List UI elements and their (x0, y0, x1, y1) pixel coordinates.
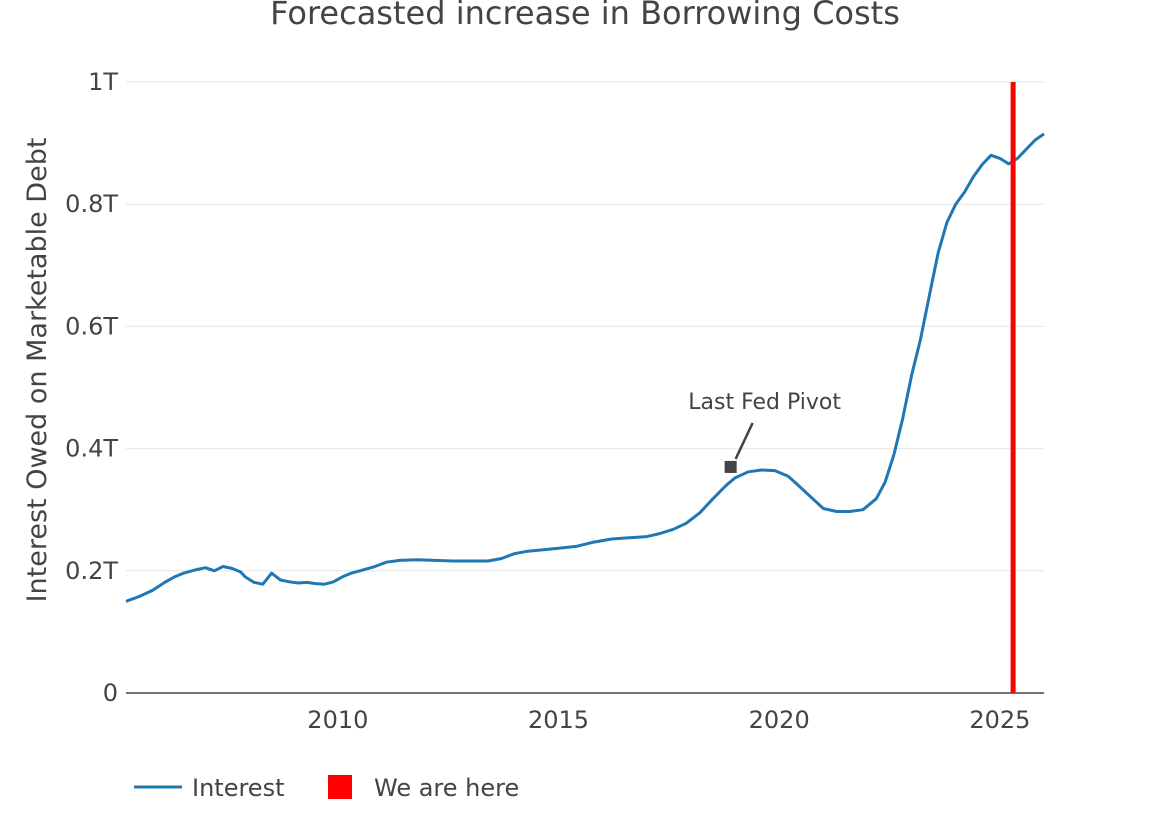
x-tick-label: 2010 (307, 706, 368, 734)
x-tick-label: 2015 (528, 706, 589, 734)
legend: Interest We are here (134, 774, 519, 802)
y-axis: 0 0.2T 0.4T 0.6T 0.8T 1T (65, 68, 118, 707)
y-tick-label: 0.2T (65, 557, 118, 585)
annotation-label: Last Fed Pivot (688, 390, 841, 415)
annotation-marker (724, 460, 737, 473)
annotation-arrow (734, 422, 754, 460)
y-tick-label: 0.4T (65, 435, 118, 463)
x-axis: 2010 2015 2020 2025 (307, 706, 1030, 734)
y-tick-label: 0.8T (65, 190, 118, 218)
legend-swatch-we-are-here (328, 775, 352, 799)
y-axis-label: Interest Owed on Marketable Debt (22, 138, 53, 603)
y-tick-label: 0.6T (65, 312, 118, 340)
x-tick-label: 2020 (749, 706, 810, 734)
y-tick-label: 1T (88, 68, 118, 96)
grid (126, 81, 1044, 572)
series-line-interest (125, 132, 1045, 603)
chart-title: Forecasted increase in Borrowing Costs (270, 0, 900, 32)
legend-label-we-are-here: We are here (374, 774, 519, 802)
x-tick-label: 2025 (969, 706, 1030, 734)
plot-area (125, 82, 1045, 693)
y-tick-label: 0 (103, 679, 118, 707)
annotations: Last Fed Pivot (688, 390, 841, 473)
legend-label-interest: Interest (192, 774, 284, 802)
